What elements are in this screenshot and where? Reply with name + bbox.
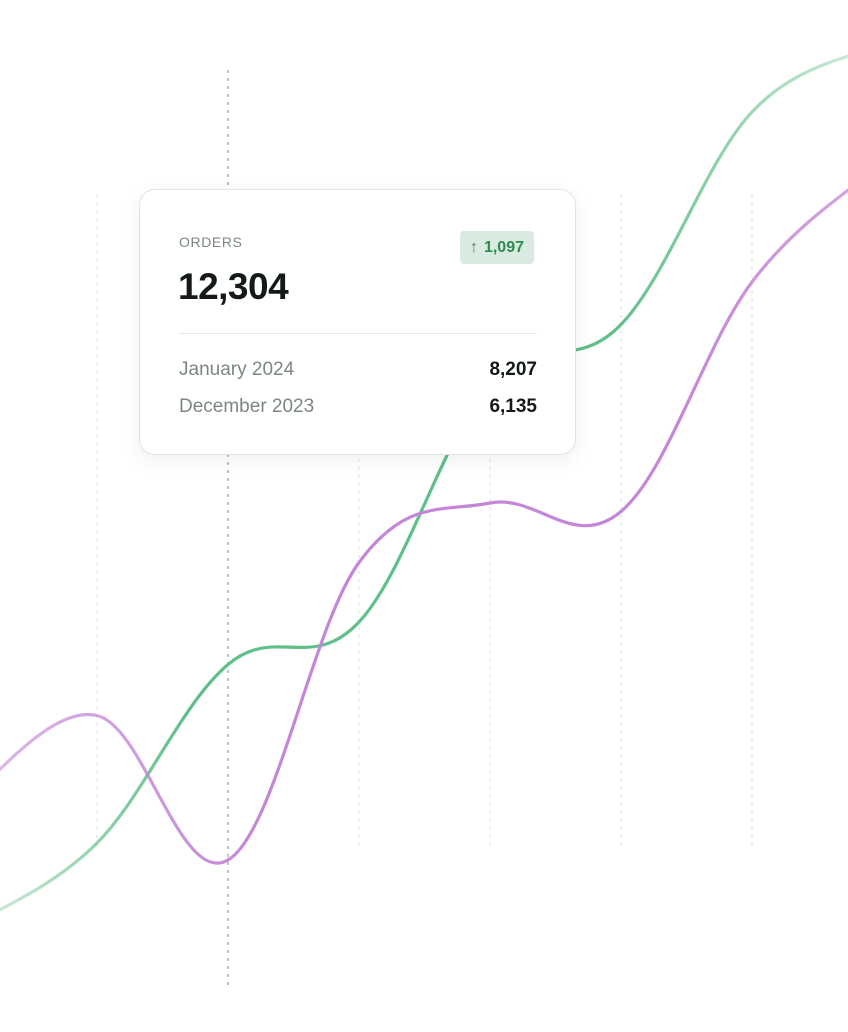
tooltip-total-value: 12,304 [178, 266, 289, 307]
tooltip-period-previous: December 2023 [179, 396, 315, 417]
arrow-up-icon: ↑ [469, 238, 478, 256]
tooltip-row-previous: December 2023 6,135 [179, 396, 537, 418]
tooltip-metric-label: ORDERS [179, 234, 243, 250]
tooltip-row-current: January 2024 8,207 [179, 359, 537, 381]
series-line-green [0, 54, 848, 912]
chart-tooltip: ORDERS 12,304 ↑ 1,097 January 2024 8,207… [139, 189, 576, 455]
series-line-purple [0, 188, 848, 865]
change-badge: ↑ 1,097 [459, 231, 534, 264]
tooltip-divider [179, 333, 537, 334]
tooltip-value-current: 8,207 [489, 359, 537, 380]
tooltip-period-current: January 2024 [179, 359, 295, 380]
change-value: 1,097 [483, 238, 524, 256]
tooltip-value-previous: 6,135 [489, 396, 537, 417]
